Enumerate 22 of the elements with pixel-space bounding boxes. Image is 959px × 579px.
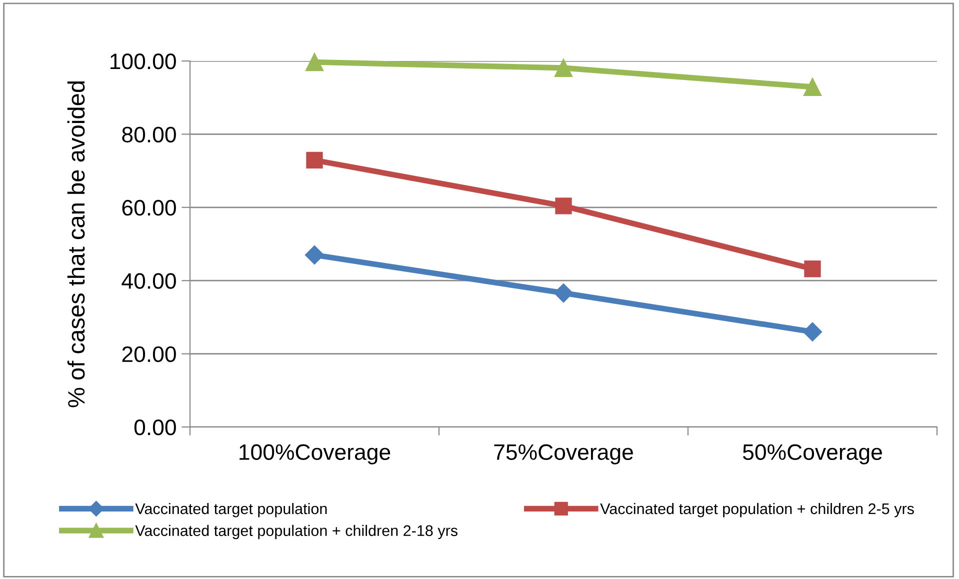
point	[555, 198, 572, 214]
legend-label: Vaccinated target population	[135, 502, 327, 518]
point	[802, 322, 822, 342]
point	[804, 260, 821, 278]
point	[306, 152, 323, 169]
x-tick-label: 100%Coverage	[240, 444, 390, 464]
y-axis-title: % of cases that can be avoided	[67, 81, 85, 408]
point	[304, 245, 324, 265]
legend-label: Vaccinated target population + children 2-5 yrs	[600, 502, 914, 518]
point	[554, 284, 574, 303]
legend-label: Vaccinated target population + children 2-18 yrs	[135, 524, 458, 540]
y-tick-label: 0.00	[134, 420, 176, 436]
y-tick-label: 100.00	[110, 54, 176, 70]
y-tick-label: 60.00	[122, 200, 176, 216]
y-tick-label: 40.00	[122, 273, 176, 289]
y-tick-label: 80.00	[122, 126, 176, 142]
x-tick-label: 50%Coverage	[742, 444, 882, 464]
y-tick-label: 20.00	[122, 346, 176, 362]
point	[305, 53, 324, 72]
point	[554, 58, 573, 77]
point	[803, 78, 822, 96]
x-tick-label: 75%Coverage	[494, 444, 633, 464]
